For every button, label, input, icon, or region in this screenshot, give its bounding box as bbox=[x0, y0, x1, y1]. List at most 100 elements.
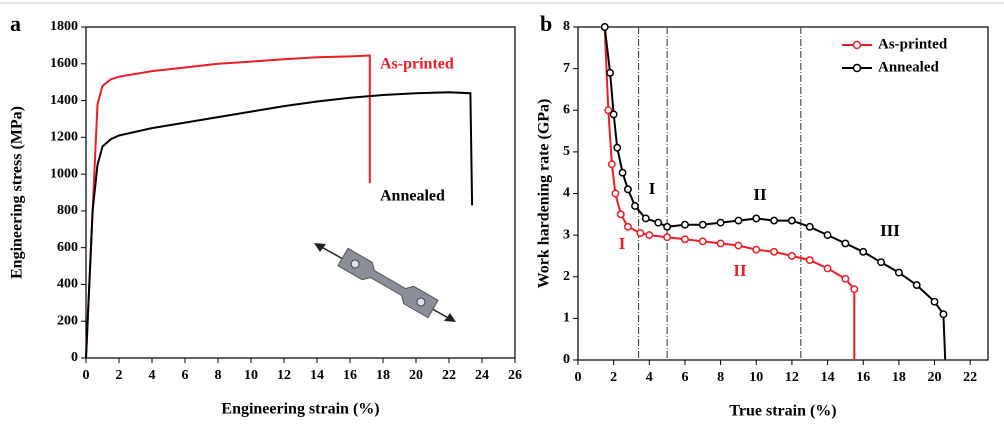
data-point bbox=[850, 285, 859, 294]
data-point bbox=[770, 216, 779, 225]
stage-label: I bbox=[619, 234, 626, 253]
data-point bbox=[877, 258, 885, 267]
x-tick-label: 8 bbox=[717, 370, 724, 385]
data-point bbox=[609, 110, 618, 119]
data-point bbox=[616, 210, 625, 219]
x-tick-label: 0 bbox=[575, 370, 582, 385]
data-point bbox=[607, 160, 616, 169]
y-tick-label: 1800 bbox=[50, 19, 78, 34]
data-point bbox=[912, 281, 921, 290]
x-tick-label: 4 bbox=[646, 370, 653, 385]
data-point bbox=[600, 23, 609, 31]
data-point bbox=[734, 216, 743, 225]
y-tick-label: 5 bbox=[563, 144, 570, 159]
data-point bbox=[823, 231, 832, 240]
series-line bbox=[603, 26, 947, 361]
data-point bbox=[698, 220, 707, 229]
x-tick-label: 2 bbox=[610, 370, 617, 385]
x-tick-label: 18 bbox=[892, 370, 906, 385]
y-tick-label: 6 bbox=[563, 102, 570, 117]
data-point bbox=[787, 216, 796, 225]
y-tick-label: 2 bbox=[563, 269, 570, 284]
legend-label: As-printed bbox=[878, 36, 948, 52]
data-point bbox=[641, 214, 650, 223]
x-tick-label: 12 bbox=[785, 370, 799, 385]
data-point bbox=[606, 68, 615, 77]
series-line bbox=[85, 54, 371, 359]
data-point bbox=[611, 189, 620, 198]
dogbone bbox=[337, 247, 439, 319]
y-tick-label: 4 bbox=[563, 186, 570, 201]
x-tick-label: 6 bbox=[182, 368, 189, 383]
stage-label: I bbox=[649, 179, 656, 198]
data-point bbox=[613, 143, 622, 152]
y-tick-label: 1 bbox=[563, 311, 570, 326]
stage-label: II bbox=[733, 261, 747, 280]
x-tick-label: 14 bbox=[310, 368, 324, 383]
x-tick-label: 2 bbox=[116, 368, 123, 383]
x-tick-label: 8 bbox=[215, 368, 222, 383]
data-point bbox=[663, 233, 672, 242]
y-tick-label: 0 bbox=[71, 350, 78, 365]
data-point bbox=[631, 202, 639, 210]
legend-label: Annealed bbox=[878, 59, 940, 75]
series-label: Annealed bbox=[380, 188, 445, 205]
data-point bbox=[663, 222, 672, 231]
data-point bbox=[770, 247, 779, 256]
series-label: As-printed bbox=[380, 56, 454, 73]
x-tick-label: 10 bbox=[244, 368, 258, 383]
data-point bbox=[681, 235, 689, 244]
x-tick-label: 6 bbox=[681, 370, 688, 385]
y-tick-label: 1600 bbox=[50, 56, 78, 71]
legend-marker bbox=[852, 40, 862, 50]
data-point bbox=[681, 220, 689, 229]
specimen-inset bbox=[314, 243, 456, 322]
data-point bbox=[859, 247, 868, 256]
data-point bbox=[805, 256, 814, 265]
x-tick-label: 20 bbox=[409, 368, 423, 383]
y-tick-label: 8 bbox=[563, 19, 570, 34]
plot-frame bbox=[85, 26, 516, 359]
y-tick-label: 400 bbox=[57, 277, 78, 292]
x-tick-label: 16 bbox=[856, 370, 870, 385]
data-point bbox=[716, 218, 725, 227]
series-line bbox=[603, 26, 856, 360]
x-tick-label: 20 bbox=[928, 370, 942, 385]
y-tick-label: 200 bbox=[57, 313, 78, 328]
arrow-head bbox=[444, 313, 456, 322]
plot-frame bbox=[577, 26, 989, 361]
data-point bbox=[841, 274, 850, 283]
y-tick-label: 3 bbox=[563, 227, 570, 242]
y-tick-label: 1200 bbox=[50, 130, 78, 145]
data-point bbox=[805, 222, 814, 231]
x-tick-label: 22 bbox=[442, 368, 456, 383]
data-point bbox=[636, 229, 645, 237]
data-point bbox=[654, 218, 663, 227]
y-tick-label: 0 bbox=[563, 352, 570, 367]
x-tick-label: 0 bbox=[83, 368, 90, 383]
x-axis-title: Engineering strain (%) bbox=[221, 401, 379, 418]
panel-label: b bbox=[540, 11, 552, 36]
y-tick-label: 1400 bbox=[50, 93, 78, 108]
y-tick-label: 800 bbox=[57, 203, 78, 218]
y-tick-label: 600 bbox=[57, 240, 78, 255]
data-point bbox=[930, 297, 939, 306]
data-point bbox=[841, 239, 850, 248]
x-tick-label: 12 bbox=[277, 368, 291, 383]
y-axis-title: Work hardening rate (GPa) bbox=[536, 99, 553, 289]
data-point bbox=[604, 106, 613, 115]
data-point bbox=[623, 185, 632, 194]
data-point bbox=[716, 239, 725, 248]
x-tick-label: 18 bbox=[376, 368, 390, 383]
data-point bbox=[698, 237, 707, 246]
data-point bbox=[823, 264, 832, 273]
y-tick-label: 7 bbox=[563, 61, 570, 76]
data-point bbox=[787, 251, 796, 260]
stage-label: II bbox=[753, 185, 767, 204]
panel-label: a bbox=[10, 11, 21, 36]
series-line bbox=[85, 91, 474, 359]
data-point bbox=[618, 168, 627, 177]
data-point bbox=[894, 268, 903, 277]
legend-marker bbox=[852, 63, 862, 73]
